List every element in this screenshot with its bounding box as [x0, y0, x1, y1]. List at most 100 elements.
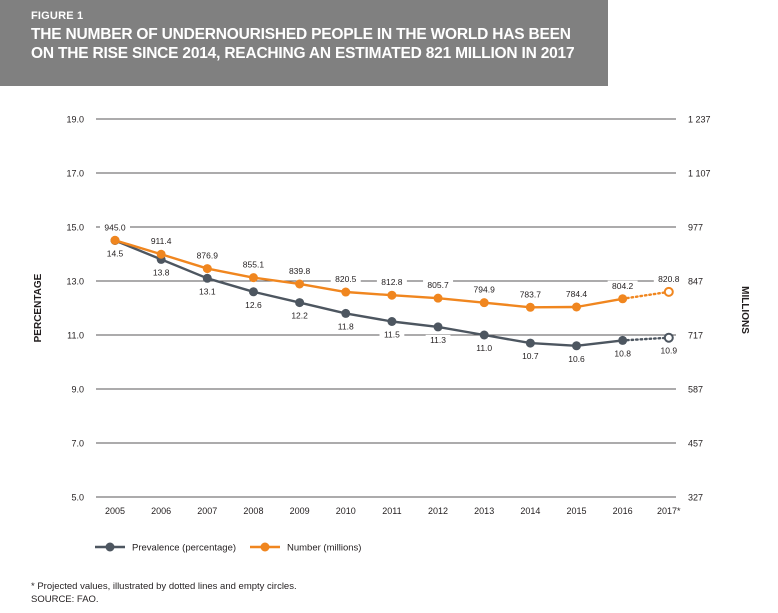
prevalence-label-bg: [656, 345, 682, 356]
number-data-label: 876.9: [197, 251, 219, 261]
y-tick-label: 19.0: [66, 115, 84, 125]
number-point: [295, 279, 305, 289]
prevalence-data-label: 10.8: [614, 348, 631, 358]
number-data-label: 784.4: [566, 289, 588, 299]
prevalence-label-bg: [564, 353, 589, 364]
prevalence-point: [618, 335, 628, 345]
prevalence-projected-line: [621, 336, 670, 342]
prevalence-data-label: 14.5: [107, 249, 124, 259]
y2-tick-label: 587: [688, 385, 703, 395]
number-point: [248, 273, 258, 283]
source-text: SOURCE: FAO.: [31, 594, 99, 605]
number-data-label: 783.7: [520, 289, 542, 299]
prevalence-point: [663, 332, 674, 343]
prevalence-data-label: 10.7: [522, 351, 539, 361]
number-point: [433, 293, 443, 303]
figure-title: THE NUMBER OF UNDERNOURISHED PEOPLE IN T…: [31, 26, 575, 62]
x-tick-label: 2014: [520, 506, 540, 516]
footnote-block: * Projected values, illustrated by dotte…: [31, 580, 297, 606]
prevalence-data-label: 10.9: [661, 346, 678, 356]
number-label-bg: [284, 265, 315, 276]
figure-header: FIGURE 1 THE NUMBER OF UNDERNOURISHED PE…: [0, 0, 608, 86]
number-point: [110, 235, 120, 245]
number-data-label: 820.8: [658, 274, 680, 284]
x-tick-label: 2011: [382, 506, 401, 516]
number-label-bg: [330, 274, 361, 285]
prevalence-data-label: 11.5: [384, 330, 400, 340]
x-tick-label: 2012: [428, 506, 448, 516]
prevalence-point: [202, 273, 212, 283]
y-axis-title: PERCENTAGE: [33, 273, 44, 342]
y2-tick-label: 717: [688, 331, 703, 341]
number-point: [572, 302, 581, 312]
prevalence-data-label: 11.0: [476, 343, 492, 353]
y-tick-label: 11.0: [67, 331, 84, 341]
legend-prevalence-marker: [105, 542, 115, 552]
prevalence-label-bg: [287, 310, 312, 321]
y2-tick-label: 847: [688, 277, 703, 287]
prevalence-point: [295, 298, 305, 308]
number-data-label: 804.2: [612, 281, 634, 291]
prevalence-data-label: 12.2: [291, 311, 308, 321]
x-tick-label: 2005: [105, 506, 125, 516]
footnote-text: * Projected values, illustrated by dotte…: [31, 581, 297, 592]
x-tick-label: 2016: [613, 506, 633, 516]
prevalence-data-label: 13.1: [199, 286, 216, 296]
prevalence-label-bg: [194, 286, 220, 297]
number-label-bg: [192, 250, 223, 261]
prevalence-data-label: 12.6: [245, 300, 262, 310]
number-label-bg: [607, 280, 638, 291]
number-data-label: 855.1: [243, 260, 265, 270]
prevalence-point: [572, 341, 581, 351]
prevalence-label-bg: [425, 334, 451, 345]
prevalence-label-bg: [517, 351, 543, 362]
prevalence-point: [387, 317, 397, 326]
number-point: [663, 286, 674, 297]
x-tick-label: 2009: [290, 506, 310, 516]
y-tick-label: 17.0: [66, 169, 84, 179]
y2-axis-title: MILLIONS: [739, 286, 750, 334]
x-tick-label: 2008: [243, 506, 263, 516]
number-data-label: 911.4: [151, 236, 172, 246]
prevalence-point: [248, 287, 258, 297]
prevalence-data-label: 13.8: [153, 267, 170, 277]
y2-tick-label: 977: [688, 223, 703, 233]
x-tick-label: 2017*: [657, 506, 681, 516]
prevalence-label-bg: [102, 248, 128, 259]
x-tick-label: 2007: [197, 506, 217, 516]
prevalence-label-bg: [148, 267, 174, 278]
legend-number-marker: [260, 542, 270, 552]
number-label-bg: [238, 259, 269, 270]
prevalence-data-label: 11.8: [338, 321, 354, 331]
y2-tick-label: 1 107: [688, 169, 711, 179]
x-tick-label: 2015: [566, 506, 586, 516]
number-data-label: 839.8: [289, 266, 311, 276]
number-point: [479, 298, 489, 308]
number-label-bg: [515, 289, 546, 300]
number-label-bg: [423, 280, 454, 291]
number-label-bg: [100, 222, 130, 233]
number-point: [387, 290, 397, 300]
x-tick-label: 2006: [151, 506, 171, 516]
number-data-label: 812.8: [381, 277, 403, 287]
prevalence-point: [341, 308, 351, 318]
number-label-bg: [653, 273, 684, 284]
number-point: [156, 249, 166, 259]
legend-prevalence-label: Prevalence (percentage): [132, 543, 236, 554]
y2-tick-label: 327: [688, 493, 703, 503]
number-data-label: 945.0: [104, 222, 126, 232]
number-label-bg: [146, 236, 177, 247]
number-data-label: 820.5: [335, 274, 357, 284]
y2-tick-label: 1 237: [688, 115, 711, 125]
prevalence-label-bg: [241, 299, 266, 310]
y-tick-label: 7.0: [71, 439, 84, 449]
number-point: [525, 302, 535, 312]
number-label-bg: [376, 277, 407, 288]
y-tick-label: 9.0: [71, 385, 84, 395]
x-tick-label: 2010: [336, 506, 356, 516]
prevalence-data-label: 10.6: [568, 354, 585, 364]
number-label-bg: [469, 284, 500, 295]
number-data-label: 805.7: [427, 280, 449, 290]
number-point: [202, 264, 212, 274]
